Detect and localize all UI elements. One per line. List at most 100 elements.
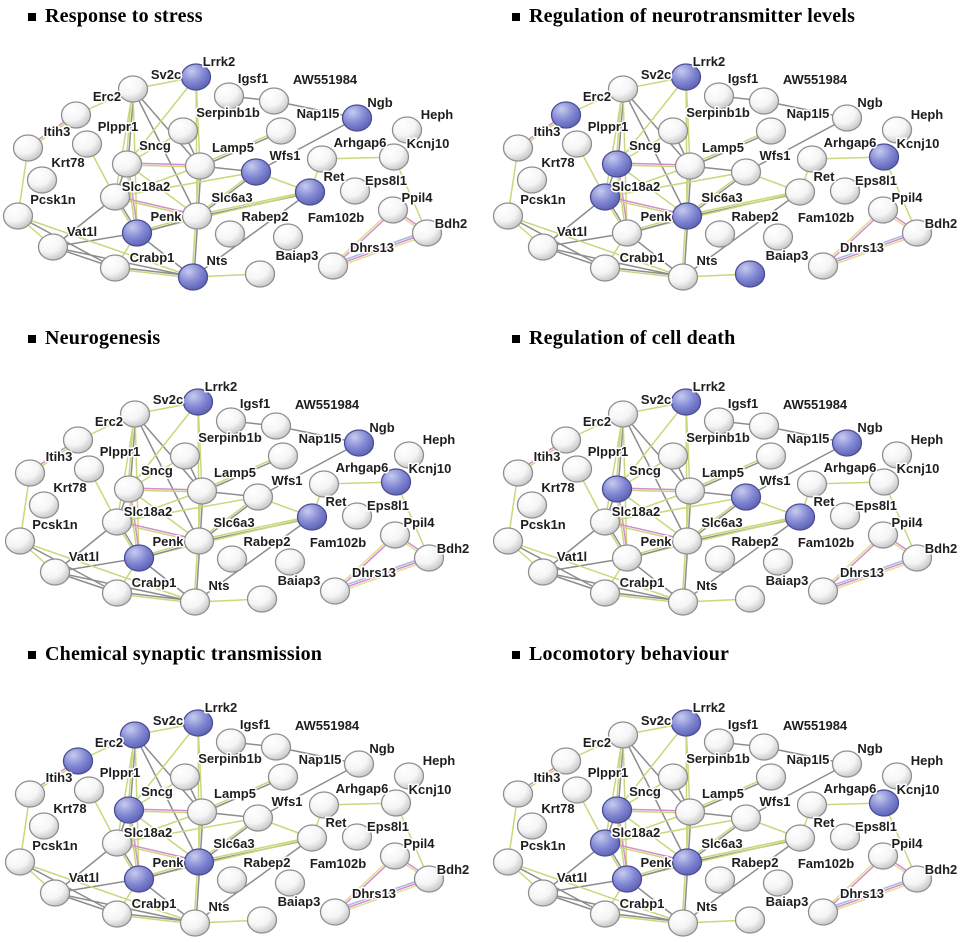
edge-Sv2c-Slc18a2 xyxy=(116,734,136,844)
node-Slc6a3 xyxy=(181,202,213,230)
node-Pcsk1n xyxy=(4,848,36,876)
node-Ngb xyxy=(343,750,375,778)
node-label-Dhrs13: Dhrs13 xyxy=(840,565,884,580)
node-Rabep2 xyxy=(704,866,736,894)
node-Crabp1 xyxy=(99,254,131,282)
edge-Sv2c-Lamp5 xyxy=(134,734,203,813)
node-label-Serpinb1b: Serpinb1b xyxy=(686,105,750,120)
node-label-AW551984: AW551984 xyxy=(783,397,848,412)
node-label-Serpinb1b: Serpinb1b xyxy=(198,430,262,445)
node-Crabp1 xyxy=(589,900,621,928)
node-label-Vat1l: Vat1l xyxy=(67,224,97,239)
node-label-Wfs1: Wfs1 xyxy=(759,148,790,163)
node-Slc18a2 xyxy=(589,829,621,857)
edge-Dhrs13-Bdh2 xyxy=(822,878,918,913)
node-Arhgap6 xyxy=(796,470,828,498)
node-Bdh2 xyxy=(413,865,445,893)
node-Itih3 xyxy=(502,780,534,808)
node-Slc18a2 xyxy=(101,829,133,857)
node-label-Sncg: Sncg xyxy=(629,138,661,153)
node-label-Slc18a2: Slc18a2 xyxy=(612,179,660,194)
node-label-Eps8l1: Eps8l1 xyxy=(855,819,897,834)
node-Plppr1 xyxy=(73,455,105,483)
panel-regulation-of-neurotransmitter-levels: Regulation of neurotransmitter levels Sv… xyxy=(484,0,968,320)
node-Dhrs13 xyxy=(807,252,839,280)
node-label-Baiap3: Baiap3 xyxy=(766,894,809,909)
edge-Dhrs13-Bdh2 xyxy=(335,559,430,594)
node-label-Itih3: Itih3 xyxy=(534,770,561,785)
node-Serpinb1b xyxy=(657,442,689,470)
edge-Sv2c-Lamp5 xyxy=(622,413,691,492)
bullet-square-icon xyxy=(28,12,36,21)
node-label-Ret: Ret xyxy=(324,169,346,184)
node-Lamp5 xyxy=(674,152,706,180)
node-label-Wfs1: Wfs1 xyxy=(271,794,302,809)
node-Penk xyxy=(123,865,155,893)
node-label-Itih3: Itih3 xyxy=(46,770,73,785)
node-label-Ret: Ret xyxy=(326,494,348,509)
node-Wfs1 xyxy=(240,158,272,186)
node-Ret xyxy=(784,824,816,852)
node-label-Plppr1: Plppr1 xyxy=(100,444,140,459)
node-Dhrs13 xyxy=(319,898,351,926)
node-label-Nap1l5: Nap1l5 xyxy=(299,431,342,446)
node-Nap1l5 xyxy=(755,763,787,791)
node-Ret xyxy=(784,178,816,206)
node-Erc2 xyxy=(60,101,92,129)
edge-Dhrs13-Bdh2 xyxy=(334,876,429,911)
edge-Ret-Slc6a3 xyxy=(198,515,312,541)
node-label-AW551984: AW551984 xyxy=(295,397,360,412)
node-Fam102b xyxy=(274,869,306,897)
node-label-Serpinb1b: Serpinb1b xyxy=(198,751,262,766)
node-Sncg xyxy=(113,475,145,503)
edge-Lrrk2-Sncg xyxy=(616,401,687,490)
node-label-Lrrk2: Lrrk2 xyxy=(693,54,726,69)
node-label-Ret: Ret xyxy=(814,815,836,830)
node-Kcnj10 xyxy=(380,468,412,496)
node-label-Baiap3: Baiap3 xyxy=(276,248,319,263)
node-label-Slc6a3: Slc6a3 xyxy=(213,836,254,851)
edge-Pcsk1n-Nts xyxy=(17,215,194,278)
node-label-Baiap3: Baiap3 xyxy=(766,248,809,263)
edge-Sv2c-Lamp5 xyxy=(622,88,691,167)
node-Erc2 xyxy=(62,426,94,454)
node-label-Rabep2: Rabep2 xyxy=(732,855,779,870)
node-Crabp1 xyxy=(101,900,133,928)
node-label-Igsf1: Igsf1 xyxy=(238,71,268,86)
node-label-Bdh2: Bdh2 xyxy=(437,862,470,877)
node-label-Wfs1: Wfs1 xyxy=(271,473,302,488)
node-Ngb xyxy=(343,429,375,457)
node-Krt78 xyxy=(28,491,60,519)
edge-Lamp5-Slc18a2 xyxy=(114,165,201,198)
node-Igsf1 xyxy=(703,407,735,435)
node-label-Kcnj10: Kcnj10 xyxy=(409,782,452,797)
node-Penk xyxy=(123,544,155,572)
node-label-Ppil4: Ppil4 xyxy=(403,515,435,530)
panel-title: Locomotory behaviour xyxy=(512,643,729,666)
node-label-Heph: Heph xyxy=(911,107,944,122)
node-Baiap3 xyxy=(734,260,766,288)
node-label-Lamp5: Lamp5 xyxy=(702,465,744,480)
node-label-Ppil4: Ppil4 xyxy=(891,836,923,851)
edge-Ret-Slc6a3 xyxy=(198,836,312,862)
edge-Dhrs13-Bdh2 xyxy=(823,880,918,915)
node-Eps8l1 xyxy=(829,502,861,530)
node-Slc6a3 xyxy=(671,848,703,876)
node-Vat1l xyxy=(37,233,69,261)
node-label-Ppil4: Ppil4 xyxy=(891,190,923,205)
node-Lrrk2 xyxy=(670,709,702,737)
node-Lamp5 xyxy=(186,477,218,505)
node-label-Pcsk1n: Pcsk1n xyxy=(32,517,78,532)
node-label-Dhrs13: Dhrs13 xyxy=(840,240,884,255)
node-Crabp1 xyxy=(101,579,133,607)
node-label-Rabep2: Rabep2 xyxy=(244,534,291,549)
node-label-Ngb: Ngb xyxy=(369,741,394,756)
node-Eps8l1 xyxy=(341,823,373,851)
edge-Sv2c-Slc6a3 xyxy=(622,413,688,542)
node-Penk xyxy=(611,865,643,893)
node-Rabep2 xyxy=(704,220,736,248)
node-label-Krt78: Krt78 xyxy=(541,801,574,816)
